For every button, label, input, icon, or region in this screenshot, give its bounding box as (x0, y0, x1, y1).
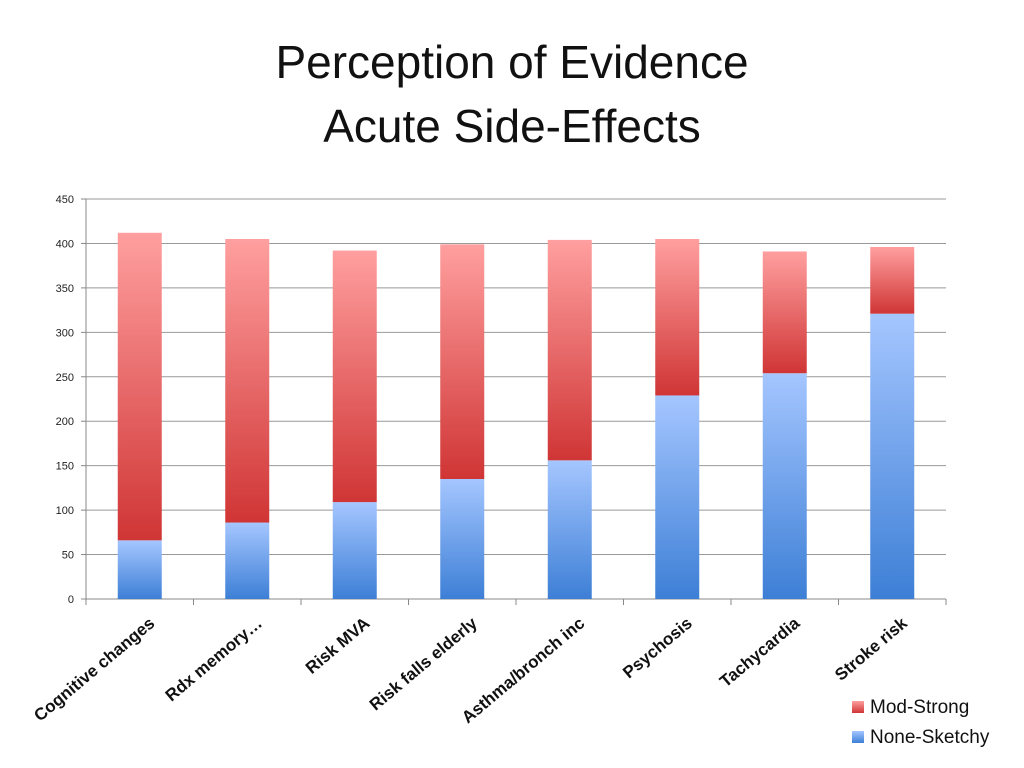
bar-mod-strong (440, 244, 485, 479)
y-tick-label: 450 (56, 194, 74, 206)
category-labels: Cognitive changes Rdx memory… Risk MVARisk… (30, 613, 911, 727)
y-tick-label: 350 (56, 283, 74, 295)
category-label: Tachycardia (716, 613, 804, 691)
bar-none-sketchy (547, 460, 592, 599)
y-tick-label: 300 (56, 327, 74, 339)
bar-mod-strong (870, 247, 915, 314)
bar-none-sketchy (440, 479, 485, 599)
bar-none-sketchy (225, 522, 270, 599)
category-label: Stroke risk (831, 613, 911, 684)
bar-mod-strong (117, 232, 162, 541)
gridlines (86, 198, 946, 600)
chart-title-line-1: Perception of Evidence (275, 36, 749, 88)
bars (117, 232, 915, 599)
category-label: Psychosis (619, 614, 696, 683)
category-label: Risk MVA (302, 614, 373, 678)
bar-none-sketchy (117, 540, 162, 599)
bar-mod-strong (332, 250, 377, 503)
bar-none-sketchy (332, 502, 377, 599)
y-tick-label: 0 (68, 594, 74, 606)
x-axis (85, 599, 947, 605)
chart-title-line-2: Acute Side-Effects (323, 100, 701, 152)
bar-none-sketchy (870, 313, 915, 599)
bar-mod-strong (225, 239, 270, 523)
legend-label-none-sketchy: None-Sketchy (870, 727, 990, 748)
legend-swatch-mod-strong (852, 701, 864, 713)
y-tick-label: 50 (62, 550, 74, 562)
bar-mod-strong (762, 251, 807, 374)
legend: Mod-Strong None-Sketchy (852, 697, 990, 748)
bar-none-sketchy (655, 395, 700, 599)
legend-label-mod-strong: Mod-Strong (870, 697, 969, 718)
y-axis: 0 50 100 150 200 250 300 350 400 450 (56, 194, 87, 606)
y-tick-label: 150 (56, 461, 74, 473)
y-tick-label: 250 (56, 372, 74, 384)
y-tick-label: 400 (56, 238, 74, 250)
legend-swatch-none-sketchy (852, 731, 864, 743)
y-tick-label: 100 (56, 505, 74, 517)
chart-title: Perception of Evidence Acute Side-Effect… (0, 30, 1024, 158)
bar-mod-strong (547, 239, 592, 461)
category-label: Risk falls elderly (366, 613, 481, 714)
bar-mod-strong (655, 239, 700, 396)
y-tick-label: 200 (56, 416, 74, 428)
bar-none-sketchy (762, 373, 807, 599)
category-label: Rdx memory… (162, 614, 266, 706)
category-label: Cognitive changes (30, 614, 158, 726)
